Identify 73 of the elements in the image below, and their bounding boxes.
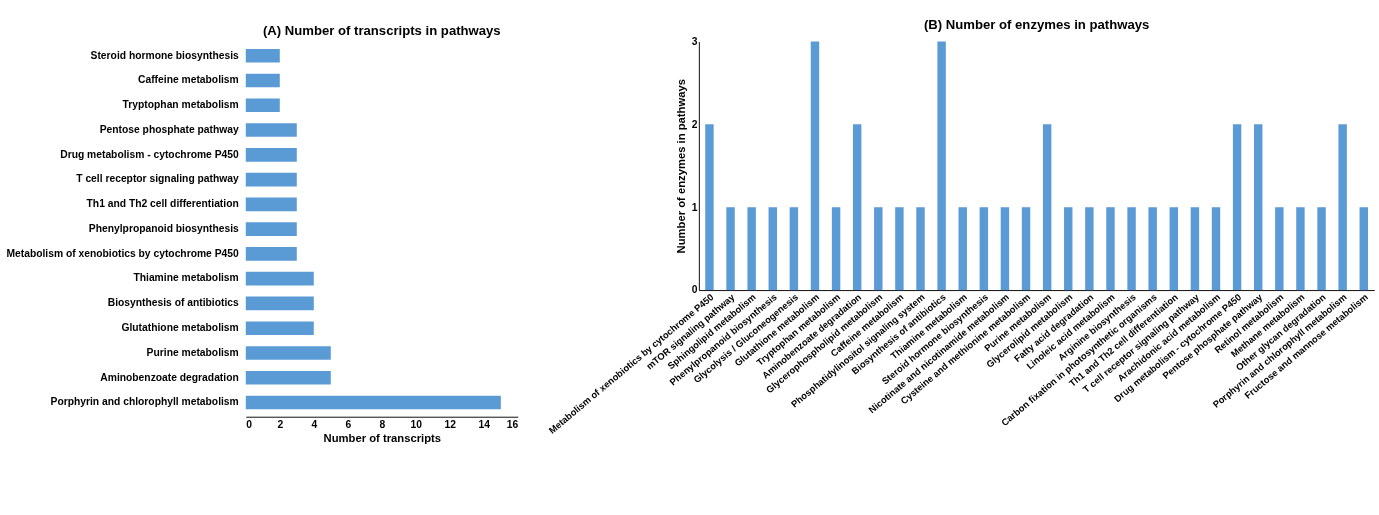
y-tick-label: 3 bbox=[691, 35, 698, 47]
y-tick-label: Drug metabolism - cytochrome P450 bbox=[60, 148, 239, 160]
bar bbox=[789, 207, 799, 291]
bar bbox=[1296, 207, 1305, 291]
bar bbox=[245, 148, 297, 162]
x-tick-label: 4 bbox=[311, 418, 318, 430]
bar bbox=[705, 124, 714, 291]
y-tick-label: Metabolism of xenobiotics by cytochrome P450 bbox=[6, 247, 239, 259]
bar bbox=[1106, 207, 1115, 291]
bar bbox=[245, 370, 331, 385]
bar bbox=[1127, 207, 1136, 291]
bar bbox=[852, 124, 862, 291]
bar bbox=[1148, 207, 1157, 291]
x-tick-label: 0 bbox=[246, 418, 253, 430]
y-tick-label: Pentose phosphate pathway bbox=[99, 123, 239, 135]
x-tick-label: 14 bbox=[478, 418, 491, 430]
y-tick-label: Phenylpropanoid biosynthesis bbox=[88, 222, 240, 234]
bar bbox=[1042, 124, 1052, 291]
y-tick-label: 1 bbox=[691, 201, 698, 213]
bar bbox=[1254, 124, 1263, 291]
bar bbox=[245, 172, 297, 187]
y-tick-label: Th1 and Th2 cell differentiation bbox=[86, 198, 239, 210]
bar bbox=[245, 98, 280, 113]
bar bbox=[831, 207, 841, 291]
bar bbox=[245, 321, 314, 336]
bar bbox=[1064, 207, 1073, 291]
chart-title: (A) Number of transcripts in pathways bbox=[262, 22, 501, 38]
bar bbox=[245, 197, 297, 212]
y-tick-label: Steroid hormone biosynthesis bbox=[90, 49, 240, 61]
bar bbox=[245, 296, 314, 311]
bar bbox=[1021, 207, 1031, 291]
bar bbox=[1338, 124, 1347, 291]
bar bbox=[1317, 207, 1326, 291]
x-tick-label: 6 bbox=[345, 418, 352, 430]
bar bbox=[726, 207, 735, 291]
y-tick-label: Thiamine metabolism bbox=[133, 272, 239, 284]
bar bbox=[245, 346, 331, 360]
y-tick-label: Caffeine metabolism bbox=[138, 74, 239, 86]
bar bbox=[1275, 207, 1284, 291]
bar bbox=[245, 73, 280, 88]
bar bbox=[1169, 207, 1179, 291]
y-axis-title: Number of enzymes in pathways bbox=[675, 79, 688, 254]
bar bbox=[245, 123, 297, 137]
x-tick-label: 2 bbox=[277, 418, 284, 430]
x-tick-label: 12 bbox=[444, 418, 457, 430]
bar bbox=[245, 395, 501, 410]
bar bbox=[937, 41, 946, 291]
bar bbox=[979, 207, 989, 291]
x-tick-label: 16 bbox=[506, 418, 519, 430]
x-tick-label: 10 bbox=[410, 418, 423, 430]
bar bbox=[810, 41, 820, 291]
bar bbox=[895, 207, 904, 291]
y-tick-label: T cell receptor signaling pathway bbox=[76, 173, 240, 185]
chart-title: (B) Number of enzymes in pathways bbox=[923, 17, 1150, 33]
y-tick-label: Tryptophan metabolism bbox=[122, 99, 239, 111]
bar bbox=[1232, 124, 1242, 291]
y-tick-label: 2 bbox=[691, 118, 698, 130]
bar bbox=[1190, 207, 1200, 291]
bar bbox=[245, 271, 314, 286]
bar bbox=[747, 207, 756, 291]
bar bbox=[958, 207, 967, 291]
bar bbox=[245, 247, 297, 261]
bar bbox=[1211, 207, 1221, 291]
bar bbox=[916, 207, 925, 291]
bar bbox=[768, 207, 777, 291]
bar bbox=[874, 207, 883, 291]
x-tick-label: 8 bbox=[379, 418, 386, 430]
bar bbox=[1359, 207, 1368, 291]
bar bbox=[1000, 207, 1010, 291]
bar bbox=[245, 222, 297, 236]
bar bbox=[1085, 207, 1094, 291]
x-axis-title: Number of transcripts bbox=[323, 431, 442, 444]
bar bbox=[245, 48, 280, 63]
